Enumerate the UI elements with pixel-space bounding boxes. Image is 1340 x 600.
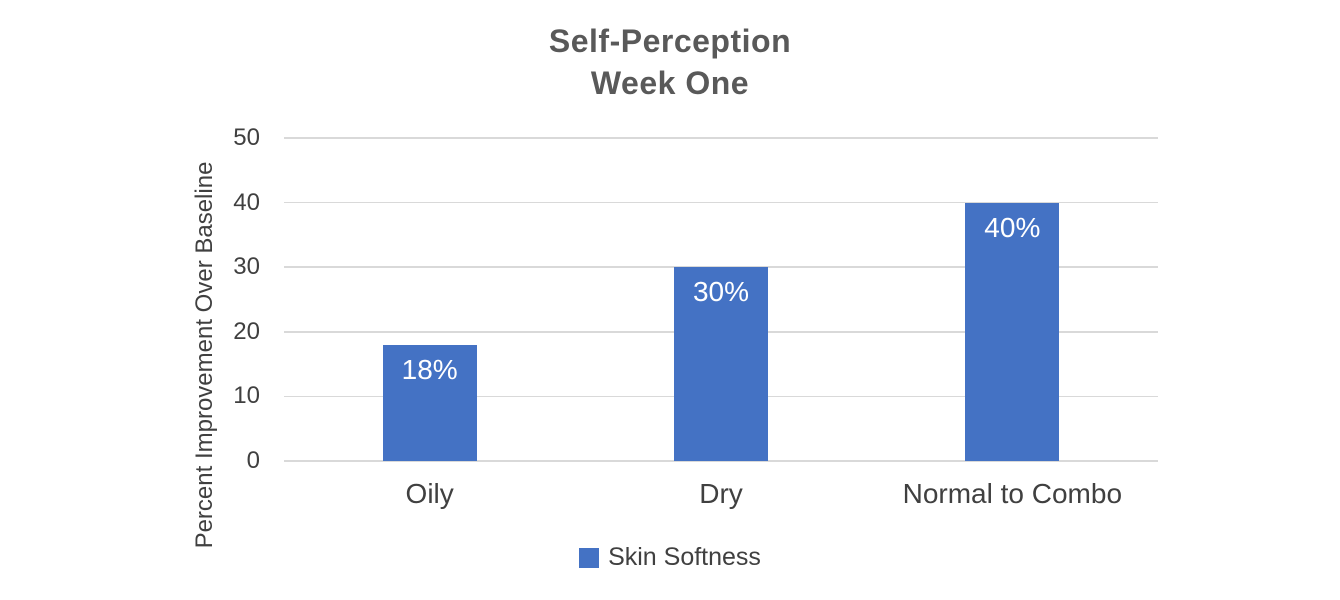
gridline — [284, 137, 1158, 139]
bar-value-label: 40% — [984, 211, 1041, 243]
legend: Skin Softness — [0, 543, 1340, 572]
legend-swatch — [579, 547, 600, 568]
bar-value-label: 18% — [401, 353, 458, 385]
gridline — [284, 460, 1158, 462]
category-label: Normal to Combo — [902, 478, 1123, 509]
y-tick-label: 40 — [233, 188, 260, 216]
bar: 18% — [382, 344, 477, 461]
y-tick-label: 10 — [233, 382, 260, 410]
gridline — [284, 201, 1158, 204]
y-tick-label: 0 — [246, 447, 260, 474]
legend-label: Skin Softness — [608, 543, 761, 571]
category-label: Dry — [699, 478, 743, 509]
category-label: Oily — [405, 478, 454, 509]
bar: 40% — [965, 202, 1060, 461]
bar-value-label: 30% — [692, 276, 750, 308]
y-tick-label: 50 — [233, 124, 260, 151]
plot-area: 0 10 20 30 40 50 18% Oily 30% Dry 40% Normal to Com… — [233, 124, 1158, 509]
chart-title: Self-Perception Week One — [0, 20, 1340, 104]
bar: 30% — [674, 267, 768, 461]
y-tick-label: 30 — [233, 253, 260, 281]
chart-title-line-1: Self-Perception — [548, 23, 792, 59]
chart-title-line-2: Week One — [590, 65, 750, 101]
y-tick-label: 20 — [233, 317, 260, 345]
